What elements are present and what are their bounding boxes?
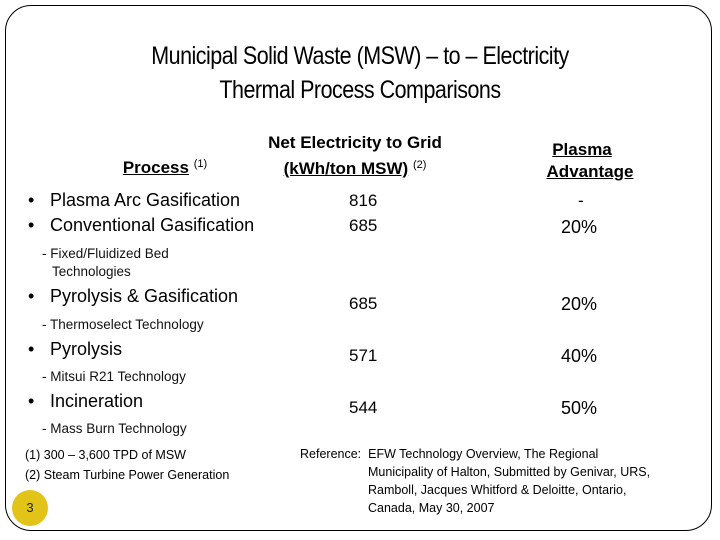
table-row-advantage: 20% bbox=[561, 217, 598, 237]
slide-title-line-1: Municipal Solid Waste (MSW) – to – Elect… bbox=[151, 42, 569, 70]
bullet: • bbox=[28, 286, 35, 306]
table-row-advantage: 40% bbox=[561, 346, 598, 366]
table-row-advantage: - bbox=[578, 191, 584, 210]
table-row-detail: - Mitsui R21 Technology bbox=[42, 369, 186, 384]
header-process-footnote: (1) bbox=[193, 158, 208, 170]
bullet: • bbox=[28, 215, 35, 235]
table-row-kwh: 685 bbox=[349, 294, 378, 313]
slide-border bbox=[5, 5, 712, 531]
table-row-detail: - Thermoselect Technology bbox=[42, 317, 204, 332]
reference-label: Reference: bbox=[300, 447, 362, 461]
table-row-process: • Pyrolysis bbox=[28, 339, 123, 359]
table-row-advantage: 20% bbox=[561, 294, 598, 314]
table-row-detail: - Mass Burn Technology bbox=[42, 421, 187, 436]
header-net-electricity: Net Electricity to Grid (kWh/ton MSW) (2… bbox=[268, 133, 442, 178]
bullet: • bbox=[28, 391, 35, 411]
table-row-process: • Incineration bbox=[28, 391, 144, 411]
header-process: Process (1) bbox=[122, 158, 208, 177]
table-row-kwh: 571 bbox=[349, 346, 378, 365]
table-row-kwh: 544 bbox=[349, 398, 378, 417]
slide-number-badge: 3 bbox=[12, 490, 48, 526]
bullet: • bbox=[28, 339, 35, 359]
bullet: • bbox=[28, 190, 35, 210]
footnote-2: (2) Steam Turbine Power Generation bbox=[25, 468, 230, 482]
footnote-1: (1) 300 – 3,600 TPD of MSW bbox=[25, 448, 186, 462]
table-row-process: • Conventional Gasification bbox=[28, 215, 255, 235]
table-row-detail: - Fixed/Fluidized Bed Technologies bbox=[42, 246, 169, 279]
header-electricity-footnote: (2) bbox=[412, 159, 427, 171]
table-row-process: • Plasma Arc Gasification bbox=[28, 190, 241, 210]
header-plasma-advantage: Plasma Advantage bbox=[546, 140, 634, 181]
table-row-kwh: 685 bbox=[349, 216, 378, 235]
reference-note: Reference: EFW Technology Overview, The … bbox=[300, 447, 651, 515]
slide-title-line-2: Thermal Process Comparisons bbox=[219, 76, 501, 104]
table-row-process: • Pyrolysis & Gasification bbox=[28, 286, 239, 306]
table-row-kwh: 816 bbox=[349, 191, 378, 210]
table-row-advantage: 50% bbox=[561, 398, 598, 418]
